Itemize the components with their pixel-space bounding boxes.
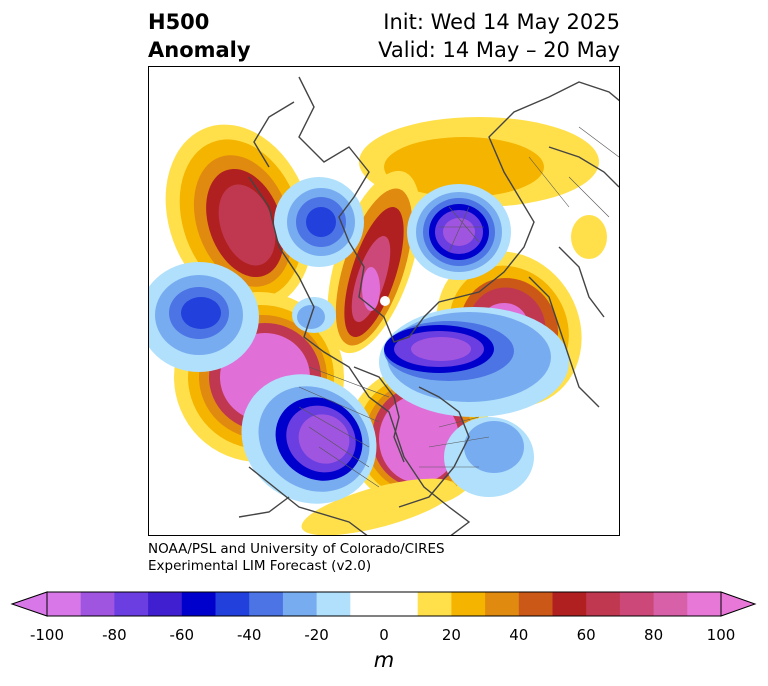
credit-line-2: Experimental LIM Forecast (v2.0) [148,558,372,574]
colorbar-border [46,591,722,617]
forecast-dates: Init: Wed 14 May 2025 Valid: 14 May – 20… [378,8,620,64]
title-line-variable: H500 [148,10,210,34]
colorbar-segment [586,592,621,616]
negative-anomaly-atlantic [379,307,569,417]
positive-anomaly-gulf [301,478,457,535]
colorbar-tick-label: -20 [304,626,329,644]
pole-marker [380,296,390,306]
colorbar-segment [417,592,452,616]
colorbar-segment [47,592,82,616]
colorbar-tick-label: 100 [706,626,736,644]
colorbar-tick-label: 60 [576,626,596,644]
colorbar-tick-label: -60 [169,626,195,644]
positive-anomaly-arctic-ridge [327,170,421,354]
colorbar-segment [181,592,216,616]
colorbar-segment [384,592,419,616]
colorbar-tick-label: 40 [509,626,529,644]
title-line-anomaly: Anomaly [148,38,251,62]
colorbar-segment [485,592,520,616]
colorbar-segment [148,592,183,616]
colorbar-segment [80,592,115,616]
colorbar-segment [518,592,553,616]
colorbar-tick-label: 80 [644,626,664,644]
colorbar [10,591,757,617]
map-title: H500 Anomaly [148,8,251,64]
negative-anomaly-north-pacific [149,262,259,372]
colorbar-segment [350,592,385,616]
colorbar-segment [552,592,587,616]
map-canvas [149,76,619,535]
colorbar-segment [451,592,486,616]
colorbar-tick-label: -40 [236,626,262,644]
colorbar-segment [215,592,250,616]
colorbar-tick-label: 0 [379,626,389,644]
negative-anomaly-canada [241,374,377,504]
colorbar-segment [114,592,149,616]
colorbar-tick-label: -80 [102,626,127,644]
coastlines [238,76,619,535]
negative-anomaly-scandinavia [407,184,511,280]
colorbar-unit: m [373,648,395,672]
credit-text: NOAA/PSL and University of Colorado/CIRE… [148,541,445,575]
colorbar-segment [249,592,284,616]
colorbar-arrow-right [720,591,757,617]
colorbar-segment [619,592,655,616]
borders [298,126,619,488]
colorbar-segment [687,592,722,616]
colorbar-segment [316,592,351,616]
negative-anomaly-alaska [292,297,336,333]
colorbar-segment [282,592,318,616]
positive-anomaly-asia [571,215,607,259]
credit-line-1: NOAA/PSL and University of Colorado/CIRE… [148,541,445,557]
colorbar-tick-label: 20 [441,626,461,644]
init-date: Init: Wed 14 May 2025 [383,10,620,34]
valid-date: Valid: 14 May – 20 May [378,38,620,62]
negative-anomaly-baffin [274,177,364,267]
positive-anomaly-greenland [359,117,599,207]
negative-anomaly-north-atlantic-tail [444,417,534,497]
anomaly-map [148,66,620,536]
colorbar-segment [653,592,688,616]
colorbar-arrow-left [10,591,48,617]
colorbar-tick-label: -100 [29,626,65,644]
